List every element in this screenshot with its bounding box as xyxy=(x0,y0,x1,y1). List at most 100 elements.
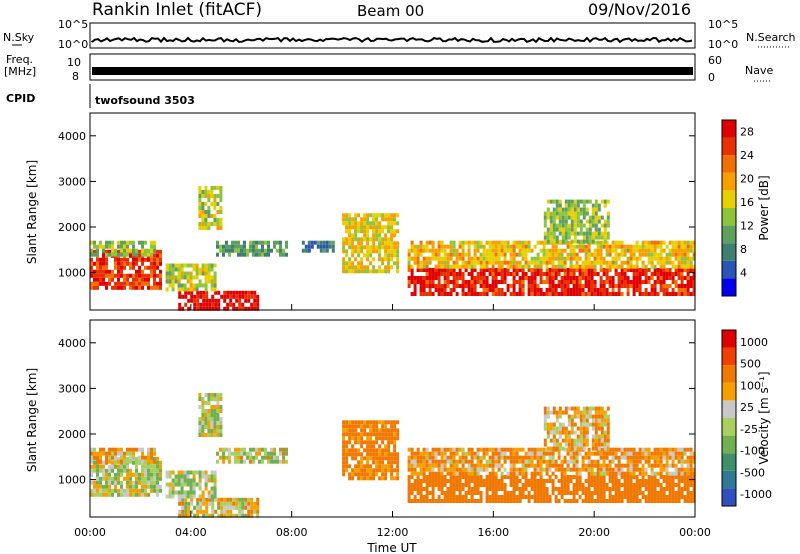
echo-cell xyxy=(407,475,411,479)
echo-cell xyxy=(518,284,522,288)
echo-cell xyxy=(545,463,549,468)
echo-cell xyxy=(521,491,525,495)
echo-cell xyxy=(644,252,648,257)
echo-cell xyxy=(563,487,567,491)
echo-cell xyxy=(144,257,147,262)
echo-cell xyxy=(491,256,495,261)
echo-cell xyxy=(470,479,474,483)
echo-cell xyxy=(390,420,394,425)
echo-cell xyxy=(135,277,138,282)
echo-cell xyxy=(348,225,352,230)
echo-cell xyxy=(455,280,459,284)
echo-cell xyxy=(578,483,582,487)
echo-cell xyxy=(102,265,105,270)
echo-cell xyxy=(204,421,208,425)
echo-cell xyxy=(485,467,489,472)
echo-cell xyxy=(599,240,603,245)
echo-cell xyxy=(548,475,552,479)
echo-cell xyxy=(419,284,423,288)
echo-cell xyxy=(425,491,429,495)
echo-cell xyxy=(93,447,96,452)
echo-cell xyxy=(461,284,465,288)
echo-cell xyxy=(351,225,355,230)
echo-cell xyxy=(585,207,589,212)
echo-cell xyxy=(461,455,465,460)
echo-cell xyxy=(455,459,459,464)
echo-cell xyxy=(584,479,588,483)
echo-cell xyxy=(369,420,373,425)
echo-cell xyxy=(467,252,471,257)
echo-cell xyxy=(117,464,120,469)
echo-cell xyxy=(428,471,432,476)
echo-cell xyxy=(282,451,285,456)
echo-cell xyxy=(90,273,93,278)
echo-cell xyxy=(665,244,669,249)
echo-cell xyxy=(578,487,582,491)
echo-region xyxy=(198,393,223,437)
echo-cell xyxy=(357,241,361,246)
echo-cell xyxy=(193,306,197,311)
echo-cell xyxy=(665,487,669,491)
echo-cell xyxy=(375,448,379,453)
echo-cell xyxy=(449,483,453,487)
echo-cell xyxy=(437,495,441,499)
echo-cell xyxy=(566,451,570,456)
echo-cell xyxy=(629,475,633,479)
echo-cell xyxy=(620,268,624,272)
echo-cell xyxy=(584,256,588,261)
echo-cell xyxy=(199,509,203,514)
echo-cell xyxy=(219,186,223,190)
echo-cell xyxy=(485,276,489,280)
echo-cell xyxy=(425,248,429,253)
echo-cell xyxy=(261,459,264,464)
echo-cell xyxy=(497,288,501,292)
echo-cell xyxy=(440,475,444,479)
echo-cell xyxy=(187,306,191,311)
echo-cell xyxy=(210,494,214,499)
echo-cell xyxy=(635,467,639,472)
echo-cell xyxy=(381,424,385,429)
echo-cell xyxy=(524,483,528,487)
echo-cell xyxy=(491,451,495,456)
echo-cell xyxy=(470,264,474,269)
echo-cell xyxy=(617,495,621,499)
echo-cell xyxy=(446,268,450,272)
echo-cell xyxy=(561,422,565,427)
echo-cell xyxy=(213,482,217,487)
echo-cell xyxy=(372,233,376,238)
echo-cell xyxy=(543,410,547,415)
echo-cell xyxy=(267,252,270,257)
echo-cell xyxy=(473,264,477,269)
echo-cell xyxy=(521,288,525,292)
echo-cell xyxy=(210,279,214,284)
echo-cell xyxy=(491,244,495,249)
echo-cell xyxy=(635,284,639,288)
echo-cell xyxy=(387,440,391,445)
echo-cell xyxy=(521,284,525,288)
echo-cell xyxy=(500,268,504,272)
echo-cell xyxy=(102,281,105,286)
echo-cell xyxy=(390,432,394,437)
echo-cell xyxy=(518,467,522,472)
velocity-colorbar-label: Velocity [m s⁻¹] xyxy=(757,371,771,464)
echo-cell xyxy=(207,401,211,405)
echo-cell xyxy=(243,244,246,249)
echo-cell xyxy=(253,306,257,311)
echo-cell xyxy=(683,276,687,280)
echo-cell xyxy=(351,241,355,246)
echo-cell xyxy=(605,451,609,456)
echo-cell xyxy=(503,292,507,296)
echo-cell xyxy=(443,272,447,276)
echo-cell xyxy=(422,276,426,280)
echo-cell xyxy=(683,475,687,479)
echo-cell xyxy=(93,455,96,460)
echo-cell xyxy=(440,248,444,253)
echo-cell xyxy=(578,479,582,483)
echo-cell xyxy=(557,252,561,257)
echo-cell xyxy=(213,263,217,268)
echo-cell xyxy=(264,240,267,245)
echo-cell xyxy=(174,478,178,483)
echo-cell xyxy=(319,244,323,249)
echo-cell xyxy=(512,284,516,288)
echo-cell xyxy=(225,248,228,253)
